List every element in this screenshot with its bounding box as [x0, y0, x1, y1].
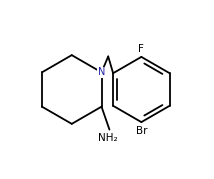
Text: N: N: [98, 67, 105, 77]
Text: N: N: [98, 67, 105, 77]
Text: Br: Br: [136, 126, 147, 136]
Text: NH₂: NH₂: [98, 132, 117, 142]
Text: F: F: [138, 44, 144, 54]
